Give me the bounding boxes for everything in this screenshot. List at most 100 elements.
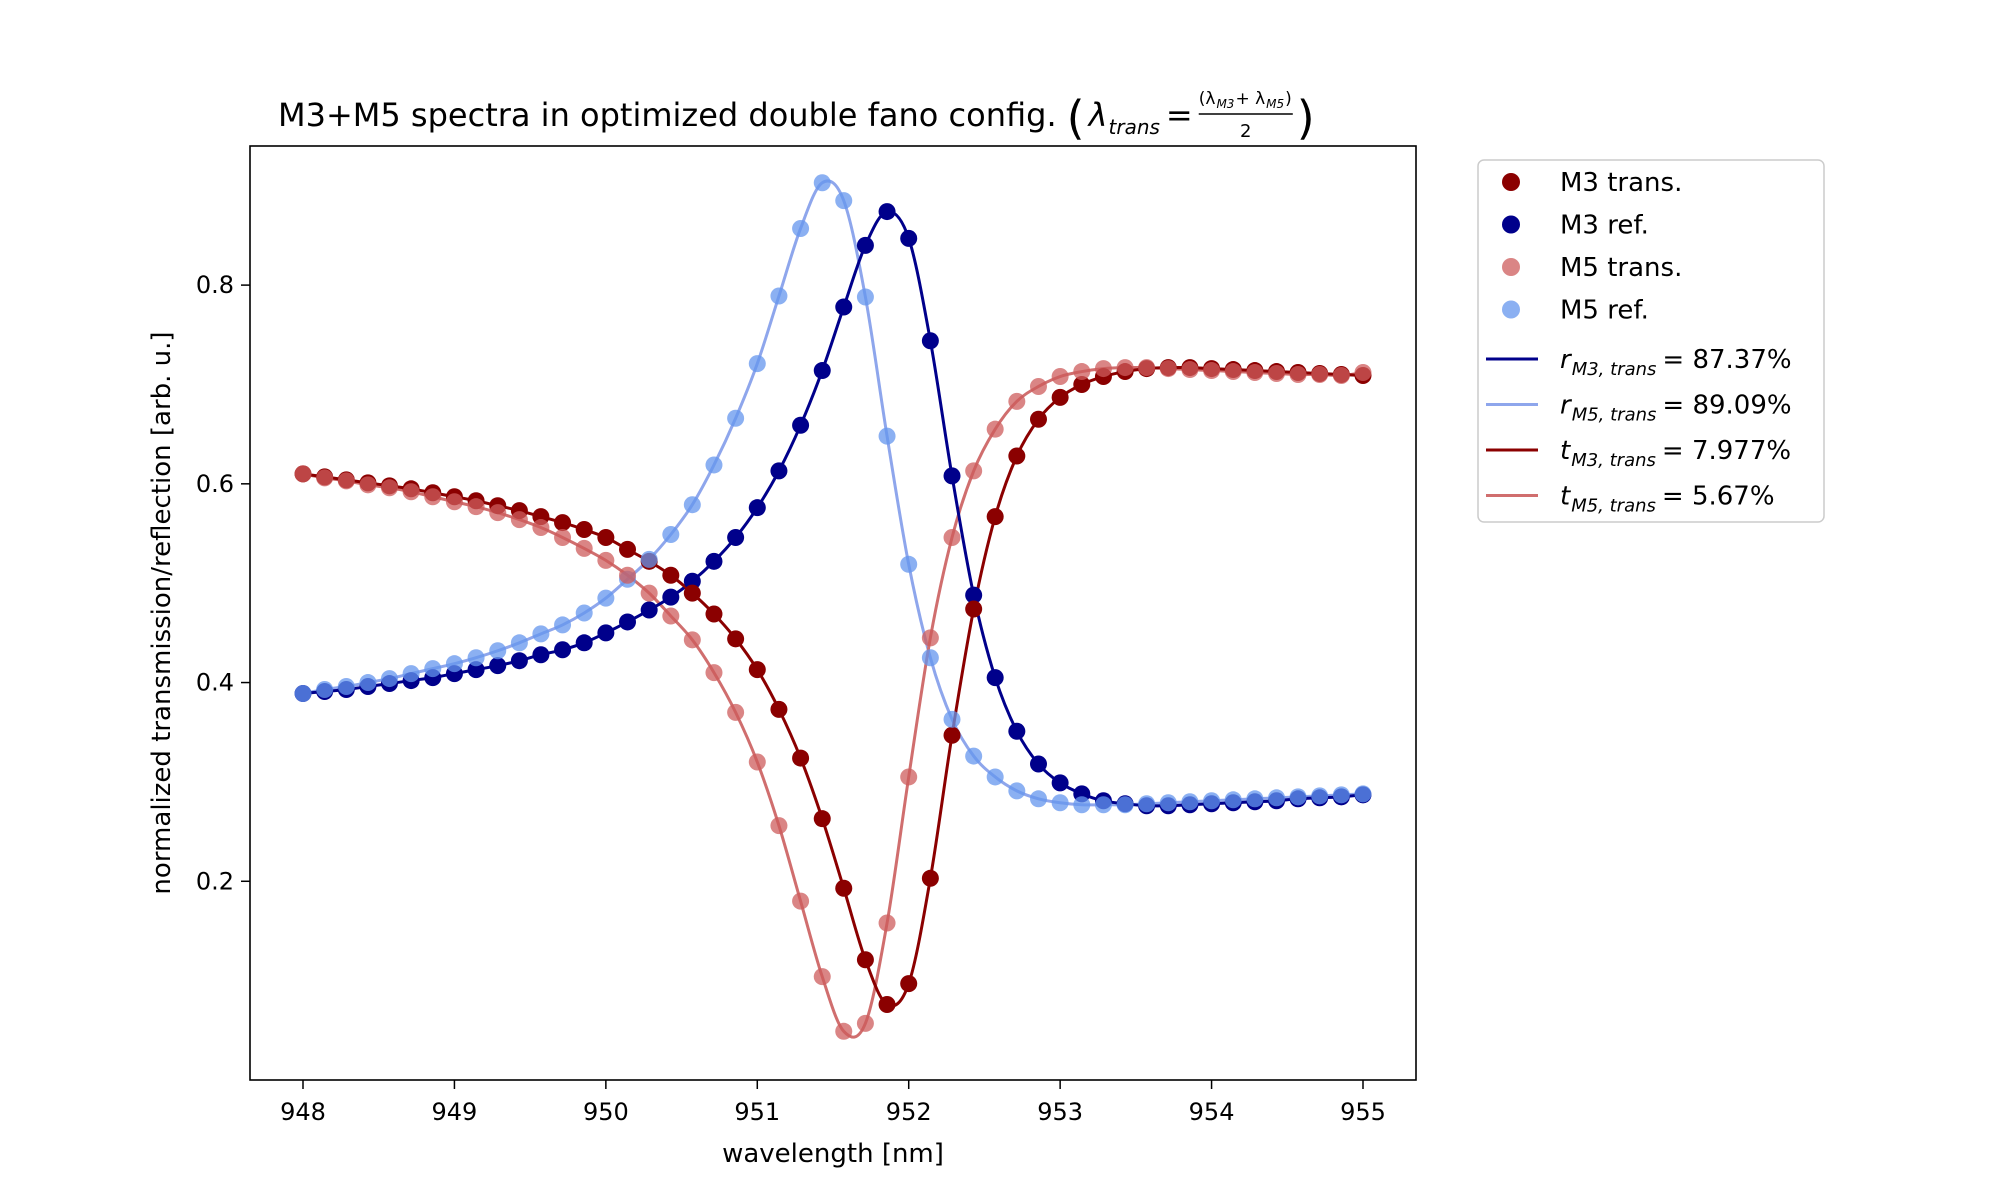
m5-ref-point [337,678,355,696]
legend-fit-sub: M5, trans [1571,496,1656,517]
m5-ref-point [1116,796,1134,814]
m5-trans-point [1008,392,1026,410]
m5-trans-point [575,539,593,557]
m3-ref-point [1051,774,1069,792]
legend-fit-sub: M5, trans [1572,405,1657,426]
m5-trans-point [1332,367,1350,385]
x-tick-label: 949 [432,1098,478,1126]
m5-ref-point [316,681,334,699]
m3-ref-point [835,298,853,316]
m5-trans-point [1354,364,1372,382]
m3-ref-point [878,203,896,221]
m5-ref-point [1029,790,1047,808]
m3-trans-point [575,521,593,539]
m5-ref-point [1051,794,1069,812]
m3-ref-point [921,332,939,350]
title-fraction-numerator: (λ M3 + λ M5) [1199,89,1292,111]
m5-ref-point [813,174,831,192]
legend-fit-var: r [1560,345,1573,375]
m3-trans-point [1029,410,1047,428]
m5-trans-point [1203,362,1221,380]
m5-ref-point [943,710,961,728]
title-numerator-part: + λ [1235,89,1265,109]
m3-ref-point [856,236,874,254]
legend-label: M3 ref. [1560,211,1649,241]
m3-ref-point [597,624,615,642]
legend-fit-label: r M5, trans = 89.09% [1560,391,1792,426]
m3-ref-point [619,613,637,631]
chart-title: M3+M5 spectra in optimized double fano c… [278,89,1315,145]
x-tick-label: 953 [1037,1098,1083,1126]
m3-ref-point [792,416,810,434]
m5-ref-point [835,192,853,210]
m3-ref-point [489,657,507,675]
m5-ref-point [1159,794,1177,812]
m5-trans-point [986,420,1004,438]
legend-label: M5 ref. [1560,296,1649,326]
m5-trans-point [424,488,442,506]
m5-ref-point [467,649,485,667]
m5-trans-point [359,476,377,494]
m3-ref-point [662,588,680,606]
m5-trans-point [1094,360,1112,378]
m3-ref-point [683,572,701,590]
m5-ref-point [554,616,572,634]
m5-trans-point [489,504,507,522]
legend-fit-var: t [1560,482,1571,512]
y-tick-label: 0.2 [196,867,234,895]
m5-ref-point [1224,791,1242,809]
m5-trans-point [337,472,355,490]
m3-ref-point [532,646,550,664]
plot-area [249,145,1417,1081]
m5-ref-point [489,642,507,660]
m5-ref-point [1246,790,1264,808]
m5-trans-point [316,469,334,487]
m3-ref-point [770,462,788,480]
m5-trans-point [1073,363,1091,381]
x-tick-label: 952 [886,1098,932,1126]
m5-trans-point [1116,359,1134,377]
m5-ref-point [1203,792,1221,810]
title-lambda-sub: trans [1109,115,1160,139]
m3-trans-point [965,600,983,618]
m5-ref-point [1332,786,1350,804]
m5-trans-point [965,462,983,480]
legend-label: M5 trans. [1560,253,1682,283]
m5-ref-point [965,747,983,765]
m5-trans-point [445,493,463,511]
m5-trans-point [380,479,398,497]
m3-trans-point [619,540,637,558]
x-tick-label: 948 [280,1098,326,1126]
m5-ref-point [748,355,766,373]
m5-ref-point [597,589,615,607]
m5-trans-point [619,566,637,584]
title-numerator-part: ) [1285,89,1292,109]
title-numerator-part: M3 [1216,97,1234,111]
m5-ref-point [510,634,528,652]
m5-trans-point [1289,366,1307,384]
m5-trans-point [554,528,572,546]
m3-ref-point [748,499,766,517]
legend-fit-label: r M3, trans = 87.37% [1560,345,1792,380]
m5-ref-point [705,456,723,474]
y-tick-label: 0.4 [196,669,234,697]
m5-trans-point [813,968,831,986]
m3-ref-point [467,661,485,679]
data-points [294,174,1372,1040]
legend-fit-label: t M3, trans = 7.977% [1560,436,1791,471]
m5-trans-point [1246,364,1264,382]
m5-ref-point [294,684,312,702]
m5-ref-point [1354,785,1372,803]
m3-ref-point [575,634,593,652]
m5-ref-point [662,526,680,543]
m3-ref-point [813,362,831,380]
m5-trans-point [640,584,658,602]
m3-ref-point [1029,755,1047,773]
y-tick-label: 0.8 [196,271,234,299]
m3-trans-point [770,700,788,718]
m5-ref-point [575,604,593,622]
legend-fit-value: = 89.09% [1662,391,1791,421]
title-paren: ) [1297,91,1315,145]
m3-trans-point [878,995,896,1013]
m5-ref-point [1073,796,1091,814]
